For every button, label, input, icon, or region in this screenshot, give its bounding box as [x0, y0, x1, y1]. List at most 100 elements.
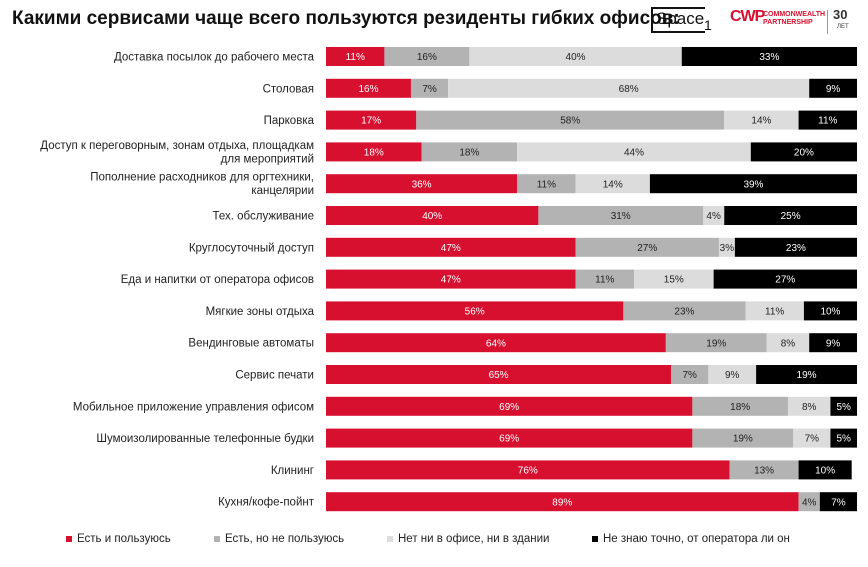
data-label: 27% [775, 275, 795, 286]
bar-segment [326, 460, 730, 480]
data-label: 47% [441, 275, 461, 286]
bar-segment [326, 269, 576, 289]
bar-segment [326, 365, 672, 384]
data-label: 31% [611, 211, 631, 222]
bar-segment [326, 174, 518, 194]
cwp-logo-name-line-2: PARTNERSHIP [763, 19, 813, 26]
data-label: 14% [751, 116, 771, 127]
bar-segment [793, 428, 831, 448]
data-label: 39% [743, 179, 763, 190]
bar-segment [703, 206, 725, 225]
data-label: 7% [422, 84, 437, 95]
legend-swatch-3 [592, 535, 598, 542]
category-label: Доступ к переговорным, зонам отдыха, пло… [40, 140, 314, 166]
data-label: 19% [797, 370, 817, 381]
data-label: 64% [486, 338, 506, 349]
cwp-logo: CWP COMMONWEALTH PARTNERSHIP 30 ЛЕТ [730, 6, 864, 38]
bar-segment [575, 269, 634, 289]
data-label: 23% [674, 307, 694, 318]
data-label: 9% [725, 370, 740, 381]
data-label: 19% [733, 434, 753, 445]
bar-segment [575, 174, 650, 194]
bar-segment [623, 301, 746, 321]
bar-segment [633, 269, 714, 289]
category-label: Еда и напитки от оператора офисов [121, 274, 314, 286]
space-logo-sub: 1 [704, 17, 712, 33]
bar-segment [326, 142, 422, 162]
data-label: 8% [781, 338, 796, 349]
bar-segment [787, 396, 831, 416]
data-label: 65% [489, 370, 509, 381]
category-label: Вендинговые автоматы [188, 338, 314, 350]
bar-segment [803, 301, 857, 321]
data-label: 7% [805, 434, 820, 445]
data-label: 16% [358, 84, 378, 95]
data-label: 5% [836, 434, 851, 445]
bar-segment [692, 428, 794, 448]
bar-segment [410, 78, 449, 98]
bar-segment [448, 78, 810, 98]
data-label: 44% [624, 148, 644, 159]
category-label: Столовая [263, 83, 314, 95]
bar-segment [326, 110, 417, 130]
bar-segment [830, 428, 857, 448]
legend-label-1: Есть, но не пользуюсь [225, 533, 345, 545]
bar-segment [326, 492, 799, 512]
data-label: 16% [417, 52, 437, 63]
data-label: 69% [499, 434, 519, 445]
data-label: 13% [754, 466, 774, 477]
bar-segment [326, 396, 693, 416]
category-label: Мягкие зоны отдыха [206, 306, 315, 318]
data-label: 4% [802, 497, 817, 508]
legend-item-2: Нет ни в офисе, ни в здании [387, 533, 549, 545]
data-label: 36% [412, 179, 432, 190]
data-label: 3% [720, 243, 735, 254]
data-label: 14% [603, 179, 623, 190]
data-label: 7% [683, 370, 698, 381]
category-label: Кухня/кофе-пойнт [218, 497, 315, 509]
bar-segment [724, 110, 799, 130]
category-label: Сервис печати [235, 370, 314, 382]
data-label: 8% [802, 402, 817, 413]
bar-segment [416, 110, 725, 130]
bar-segment [830, 396, 857, 416]
data-label: 11% [537, 179, 556, 190]
bar-segment [384, 47, 470, 66]
data-label: 9% [826, 338, 841, 349]
stacked-bar-chart: Доставка посылок до рабочего места 11% 16%… [40, 47, 857, 512]
data-label: 33% [759, 52, 779, 63]
bar-segment [326, 78, 411, 98]
category-label: Клининг [271, 465, 314, 477]
bar-segment [798, 492, 820, 512]
legend-item-0: Есть и пользуюсь [66, 533, 171, 545]
data-label: 10% [815, 466, 835, 477]
bar-segment [649, 174, 857, 194]
bar-segment [724, 206, 857, 225]
data-label: 11% [346, 52, 365, 63]
data-label: 11% [818, 116, 837, 127]
data-label: 40% [422, 211, 442, 222]
chart-title: Какими сервисами чаще всего пользуются р… [12, 8, 680, 29]
bar-segment [819, 492, 857, 512]
legend-swatch-0 [66, 535, 72, 542]
chart-legend: Есть и пользуюсь Есть, но не пользуюсь Н… [0, 533, 868, 553]
category-label: Доставка посылок до рабочего места [114, 52, 315, 64]
bar-segment [708, 365, 757, 384]
bar-segment [421, 142, 518, 162]
data-label: 27% [637, 243, 657, 254]
legend-item-1: Есть, но не пользуюсь [214, 533, 344, 545]
data-label: 89% [552, 497, 572, 508]
space-logo: Space 1 [651, 5, 713, 35]
legend-swatch-2 [387, 535, 393, 542]
category-label: Пополнение расходников для оргтехники, ка… [90, 172, 314, 198]
data-label: 5% [836, 402, 851, 413]
data-label: 18% [459, 148, 479, 159]
category-label: Мобильное приложение управления офисом [73, 401, 314, 413]
space-logo-text: Space [656, 9, 705, 28]
bar-segment [745, 301, 804, 321]
category-label: Тех. обслуживание [212, 211, 314, 223]
legend-label-3: Не знаю точно, от оператора ли он [603, 533, 790, 545]
data-label: 15% [664, 275, 684, 286]
data-label: 56% [465, 307, 485, 318]
cwp-logo-name-line-1: COMMONWEALTH [763, 11, 826, 18]
